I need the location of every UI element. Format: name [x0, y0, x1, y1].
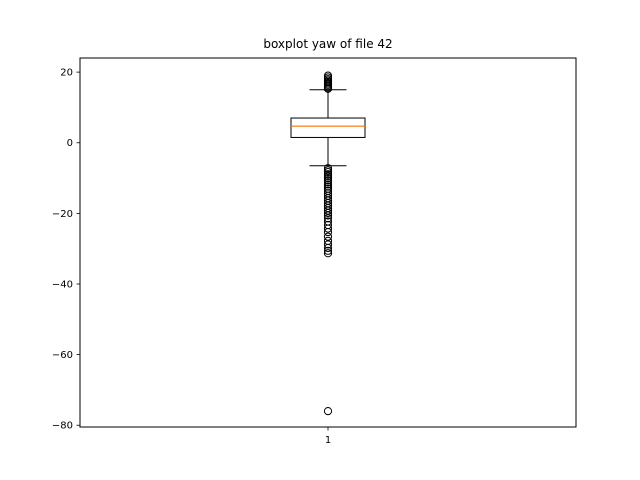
y-tick-label: −40 [52, 279, 73, 290]
y-tick-label: 0 [67, 138, 73, 149]
outlier-point [323, 167, 333, 177]
outlier-point [323, 240, 333, 249]
outlier-point [323, 208, 333, 218]
outlier-point [323, 164, 333, 173]
y-tick-label: 20 [60, 68, 73, 79]
outlier-point [323, 232, 333, 241]
outlier-point [323, 176, 333, 185]
outlier-point [323, 243, 333, 253]
outlier-point [323, 206, 333, 215]
chart-title: boxplot yaw of file 42 [263, 37, 392, 51]
outlier-point [323, 249, 333, 258]
y-tick-label: −60 [52, 350, 73, 361]
outlier-point [323, 171, 333, 181]
outlier-point [323, 180, 333, 189]
box-group [290, 71, 366, 416]
y-tick-label: −80 [52, 421, 73, 432]
x-tick-label: 1 [325, 435, 331, 446]
outlier-point [323, 211, 333, 220]
plot-area [290, 71, 366, 416]
outlier-point [323, 246, 333, 255]
y-tick-label: −20 [52, 209, 73, 220]
outlier-point [323, 178, 333, 187]
iqr-box [290, 117, 366, 138]
y-axis: 20 0 −20 −40 −60 −80 [52, 68, 80, 432]
outlier-point [323, 84, 333, 93]
x-axis: 1 [325, 427, 331, 446]
outlier-point [323, 407, 333, 416]
outlier-point [323, 224, 333, 233]
outlier-point [323, 173, 333, 183]
outlier-point [323, 227, 333, 237]
